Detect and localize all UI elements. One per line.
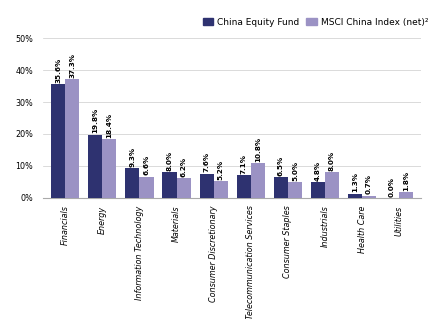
Text: 0.7%: 0.7% — [366, 174, 372, 194]
Text: 5.0%: 5.0% — [292, 160, 298, 181]
Bar — [51, 84, 65, 198]
Text: 37.3%: 37.3% — [69, 53, 75, 78]
Text: 6.5%: 6.5% — [278, 156, 284, 176]
Bar — [362, 196, 376, 198]
Bar — [200, 174, 214, 198]
Text: 9.3%: 9.3% — [129, 147, 135, 167]
Text: 10.8%: 10.8% — [255, 137, 261, 162]
Text: 4.8%: 4.8% — [315, 161, 321, 181]
Bar — [163, 172, 177, 198]
Bar — [325, 172, 339, 198]
Text: 1.3%: 1.3% — [352, 172, 358, 192]
Text: 35.6%: 35.6% — [55, 58, 61, 83]
Legend: China Equity Fund, MSCI China Index (net)²: China Equity Fund, MSCI China Index (net… — [199, 14, 430, 30]
Bar — [274, 177, 288, 198]
Bar — [126, 168, 139, 198]
Text: 0.0%: 0.0% — [389, 176, 395, 197]
Text: 7.1%: 7.1% — [241, 154, 247, 174]
Bar — [348, 194, 362, 198]
Text: 18.4%: 18.4% — [106, 113, 112, 138]
Bar — [88, 135, 102, 198]
Bar — [139, 177, 154, 198]
Bar — [65, 79, 80, 198]
Bar — [399, 192, 413, 198]
Bar — [311, 182, 325, 198]
Bar — [237, 175, 251, 198]
Text: 7.6%: 7.6% — [203, 152, 209, 172]
Text: 8.0%: 8.0% — [329, 151, 335, 171]
Bar — [214, 181, 228, 198]
Bar — [177, 178, 190, 198]
Text: 19.8%: 19.8% — [92, 108, 98, 133]
Text: 1.8%: 1.8% — [403, 171, 409, 191]
Bar — [102, 139, 117, 198]
Text: 5.2%: 5.2% — [218, 160, 224, 180]
Bar — [251, 163, 265, 198]
Text: 6.6%: 6.6% — [144, 155, 150, 175]
Text: 6.2%: 6.2% — [181, 157, 187, 177]
Bar — [288, 182, 302, 198]
Text: 8.0%: 8.0% — [166, 151, 172, 171]
